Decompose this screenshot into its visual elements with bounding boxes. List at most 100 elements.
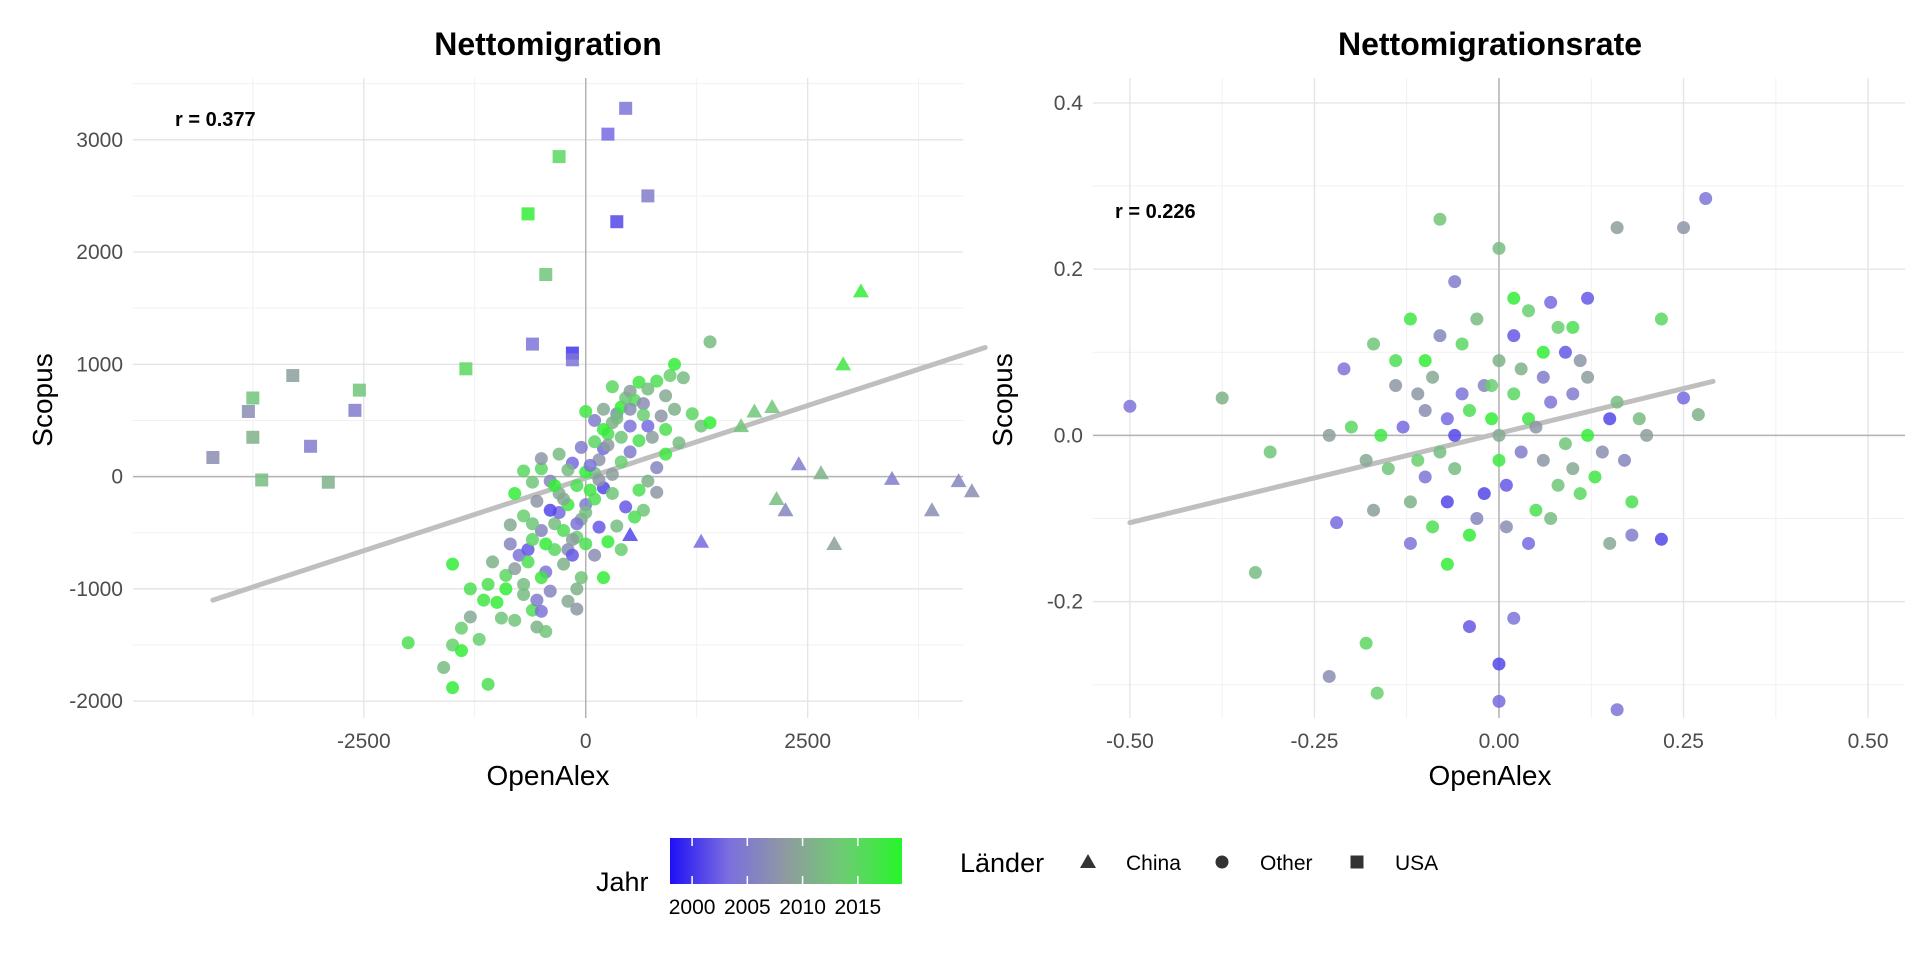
point-other [1462, 403, 1476, 417]
point-other [1558, 437, 1572, 451]
point-other [623, 402, 637, 416]
legend-triangle-icon [1080, 854, 1096, 868]
point-usa [348, 403, 362, 417]
point-other [521, 555, 535, 569]
point-other [534, 462, 548, 476]
point-other [1370, 686, 1384, 700]
point-other [1610, 703, 1624, 717]
point-other [517, 464, 531, 478]
point-other [463, 582, 477, 596]
point-other [632, 483, 646, 497]
point-usa [206, 451, 220, 465]
point-other [1544, 295, 1558, 309]
point-china [622, 526, 639, 541]
point-other [659, 422, 673, 436]
point-other [503, 537, 517, 551]
point-usa [521, 207, 535, 221]
point-other [1514, 445, 1528, 459]
point-other [1462, 620, 1476, 634]
point-other [1433, 212, 1447, 226]
point-other [437, 660, 451, 674]
point-other [601, 535, 615, 549]
point-other [1625, 528, 1639, 542]
point-china [790, 456, 807, 471]
point-other [672, 436, 686, 450]
correlation-annotation: r = 0.377 [175, 109, 256, 131]
point-other [579, 404, 593, 418]
point-other [1677, 221, 1691, 235]
point-other [1426, 520, 1440, 534]
point-other [1448, 462, 1462, 476]
point-other [1359, 453, 1373, 467]
color-bar [670, 838, 902, 884]
legend: Jahr 2000 2005 2010 2015 Länder China Other U… [596, 838, 1438, 919]
point-other [517, 587, 531, 601]
point-other [632, 434, 646, 448]
point-other [1603, 412, 1617, 426]
color-bar-ticks: 2000 2005 2010 2015 [669, 838, 881, 919]
point-other [1654, 312, 1668, 326]
point-usa [619, 101, 633, 115]
point-other [667, 357, 681, 371]
point-usa [565, 353, 579, 367]
panel-nettomigrationsrate: -0.50 -0.25 0.00 0.25 0.50 -0.2 0.0 0.2 0.4 Nett… [987, 26, 1905, 791]
point-other [557, 523, 571, 537]
point-other [1522, 536, 1536, 550]
point-other [525, 517, 539, 531]
point-other [667, 402, 681, 416]
point-other [1123, 399, 1137, 413]
point-china [693, 533, 710, 548]
point-other [1337, 362, 1351, 376]
point-usa [539, 267, 553, 281]
point-usa [321, 475, 335, 489]
point-other [574, 440, 588, 454]
point-other [521, 543, 535, 557]
point-other [583, 458, 597, 472]
x-tick-label: -0.50 [1106, 730, 1154, 753]
point-other [588, 492, 602, 506]
point-other [530, 593, 544, 607]
y-tick-label: 1000 [76, 353, 123, 376]
point-other [557, 557, 571, 571]
point-other [1418, 403, 1432, 417]
y-tick-label: 0.4 [1054, 92, 1084, 115]
point-other [534, 523, 548, 537]
point-china [733, 418, 750, 433]
point-usa [552, 150, 566, 164]
point-other [1529, 420, 1543, 434]
point-other [623, 419, 637, 433]
point-other [1551, 478, 1565, 492]
point-other [481, 577, 495, 591]
x-tick-label: -2500 [337, 730, 391, 753]
point-other [605, 486, 619, 500]
point-other [1544, 395, 1558, 409]
point-other [592, 520, 606, 534]
point-other [561, 463, 575, 477]
point-other [1581, 291, 1595, 305]
point-other [446, 681, 460, 695]
point-other [525, 532, 539, 546]
point-other [1529, 503, 1543, 517]
point-other [632, 375, 646, 389]
chart-title: Nettomigration [434, 26, 662, 62]
point-other [1470, 512, 1484, 526]
point-other [1330, 516, 1344, 530]
point-usa [241, 404, 255, 418]
point-other [1566, 387, 1580, 401]
x-axis-label: OpenAlex [487, 760, 610, 791]
point-other [1699, 192, 1713, 206]
point-other [477, 593, 491, 607]
point-other [1470, 312, 1484, 326]
legend-label: USA [1395, 852, 1438, 875]
legend-circle-icon [1215, 855, 1229, 869]
point-other [1411, 387, 1425, 401]
point-other [1536, 345, 1550, 359]
point-other [1381, 462, 1395, 476]
correlation-annotation: r = 0.226 [1115, 201, 1196, 223]
point-other [650, 485, 664, 499]
point-other [610, 411, 624, 425]
tick-labels: -0.50 -0.25 0.00 0.25 0.50 -0.2 0.0 0.2 0.4 [1047, 92, 1889, 753]
color-tick-label: 2005 [724, 896, 771, 919]
point-other [1448, 275, 1462, 289]
